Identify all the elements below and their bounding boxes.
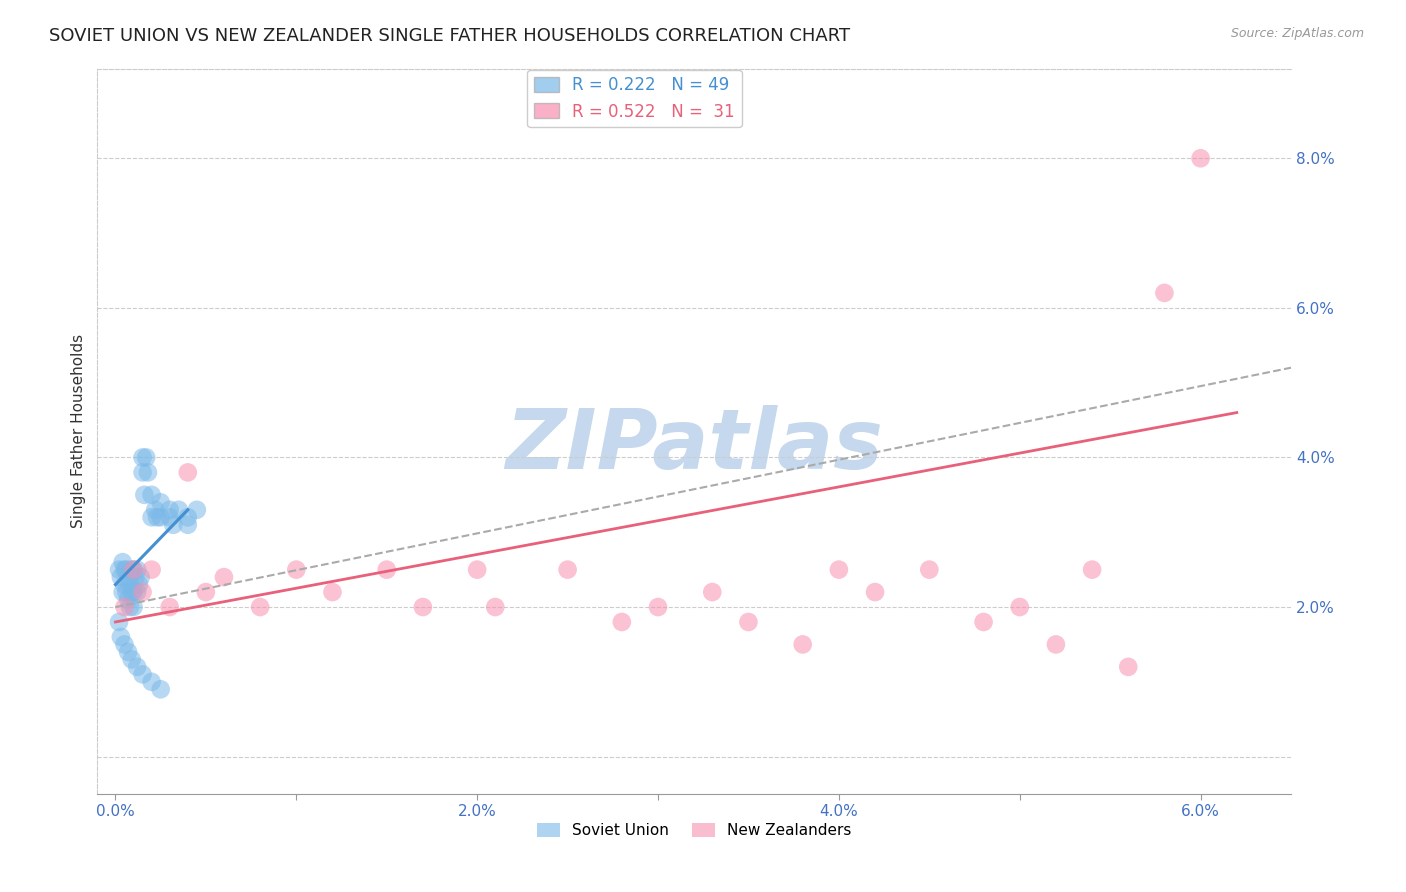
Point <box>412 600 434 615</box>
Point <box>249 600 271 615</box>
Point <box>124 570 146 584</box>
Point <box>141 488 163 502</box>
Point <box>321 585 343 599</box>
Point <box>375 563 398 577</box>
Point <box>108 615 131 629</box>
Text: ZIPatlas: ZIPatlas <box>505 405 883 486</box>
Point <box>465 563 488 577</box>
Point <box>136 466 159 480</box>
Legend: Soviet Union, New Zealanders: Soviet Union, New Zealanders <box>531 817 858 845</box>
Point <box>149 682 172 697</box>
Point <box>127 563 149 577</box>
Point <box>141 563 163 577</box>
Point <box>115 563 138 577</box>
Point <box>177 510 200 524</box>
Point <box>557 563 579 577</box>
Point <box>114 600 136 615</box>
Point <box>146 510 169 524</box>
Point <box>127 660 149 674</box>
Point <box>159 600 181 615</box>
Point <box>115 585 138 599</box>
Point <box>121 563 143 577</box>
Point <box>129 570 152 584</box>
Point <box>117 592 139 607</box>
Point <box>121 585 143 599</box>
Point <box>143 503 166 517</box>
Point <box>122 563 145 577</box>
Point <box>127 585 149 599</box>
Point <box>131 667 153 681</box>
Y-axis label: Single Father Households: Single Father Households <box>72 334 86 528</box>
Point <box>118 600 141 615</box>
Point <box>285 563 308 577</box>
Point <box>121 652 143 666</box>
Point <box>610 615 633 629</box>
Point <box>792 637 814 651</box>
Point <box>122 563 145 577</box>
Point <box>1008 600 1031 615</box>
Point <box>863 585 886 599</box>
Point <box>177 517 200 532</box>
Point <box>167 503 190 517</box>
Point <box>131 466 153 480</box>
Point <box>141 674 163 689</box>
Point <box>118 577 141 591</box>
Point <box>1116 660 1139 674</box>
Point <box>131 585 153 599</box>
Point <box>194 585 217 599</box>
Point <box>1081 563 1104 577</box>
Point <box>737 615 759 629</box>
Point <box>149 495 172 509</box>
Text: SOVIET UNION VS NEW ZEALANDER SINGLE FATHER HOUSEHOLDS CORRELATION CHART: SOVIET UNION VS NEW ZEALANDER SINGLE FAT… <box>49 27 851 45</box>
Point <box>114 637 136 651</box>
Text: Source: ZipAtlas.com: Source: ZipAtlas.com <box>1230 27 1364 40</box>
Point <box>108 563 131 577</box>
Point <box>117 645 139 659</box>
Point <box>702 585 724 599</box>
Point <box>131 450 153 465</box>
Point <box>110 570 132 584</box>
Point <box>128 577 150 591</box>
Point <box>647 600 669 615</box>
Point <box>1045 637 1067 651</box>
Point <box>122 600 145 615</box>
Point <box>122 585 145 599</box>
Point <box>484 600 506 615</box>
Point <box>186 503 208 517</box>
Point <box>114 563 136 577</box>
Point <box>828 563 851 577</box>
Point <box>149 510 172 524</box>
Point <box>114 577 136 591</box>
Point <box>212 570 235 584</box>
Point <box>159 510 181 524</box>
Point <box>973 615 995 629</box>
Point <box>111 585 134 599</box>
Point <box>111 555 134 569</box>
Point <box>134 488 156 502</box>
Point <box>1153 285 1175 300</box>
Point <box>135 450 157 465</box>
Point <box>159 503 181 517</box>
Point <box>1189 151 1212 165</box>
Point <box>162 517 184 532</box>
Point <box>117 570 139 584</box>
Point <box>918 563 941 577</box>
Point <box>177 466 200 480</box>
Point <box>141 510 163 524</box>
Point <box>110 630 132 644</box>
